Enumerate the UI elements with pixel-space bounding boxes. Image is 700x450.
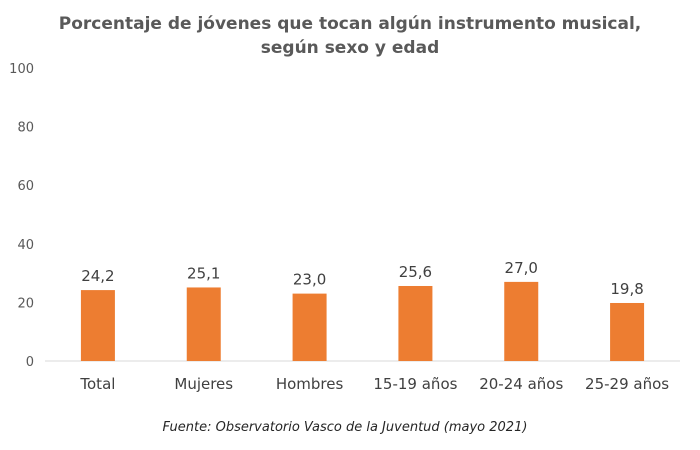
chart-source-note: Fuente: Observatorio Vasco de la Juventu… (162, 420, 528, 435)
x-tick-label: Hombres (276, 375, 344, 393)
y-tick-label: 60 (17, 179, 34, 194)
x-tick-label: 20-24 años (479, 375, 563, 393)
bar (398, 285, 433, 361)
chart-title-line-2: según sexo y edad (260, 38, 440, 58)
data-label: 25,1 (187, 264, 220, 282)
data-label: 27,0 (505, 259, 538, 277)
x-tick-label: Mujeres (174, 375, 233, 393)
bar (80, 290, 115, 361)
y-tick-label: 20 (17, 296, 34, 311)
bar (610, 302, 645, 361)
data-label: 23,0 (293, 271, 326, 289)
data-label: 24,2 (81, 267, 114, 285)
x-tick-label: Total (79, 375, 115, 393)
x-tick-label: 25-29 años (585, 375, 669, 393)
bar (504, 281, 539, 361)
y-tick-label: 40 (17, 238, 34, 253)
bar (292, 293, 327, 361)
chart-title-line-1: Porcentaje de jóvenes que tocan algún in… (58, 14, 642, 34)
chart-title: Porcentaje de jóvenes que tocan algún in… (0, 12, 700, 60)
y-tick-label: 0 (26, 355, 34, 370)
y-tick-label: 80 (17, 121, 34, 136)
x-tick-label: 15-19 años (373, 375, 457, 393)
data-label: 25,6 (399, 263, 432, 281)
data-label: 19,8 (610, 280, 643, 298)
y-tick-label: 100 (9, 62, 34, 77)
bar (186, 287, 221, 361)
